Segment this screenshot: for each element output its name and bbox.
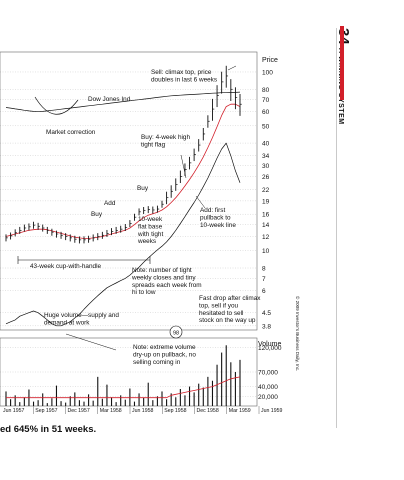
price-tick-label: 16 [262,212,270,219]
x-tick-label: Sep 1957 [35,408,57,414]
copyright-notice: © 2009 Investor's Business Daily, Inc. [295,296,300,372]
volume-tick-label: 70,000 [258,370,278,377]
moving-average-layer [5,103,241,239]
volume-panel-border [0,337,258,407]
x-tick-label: Jun 1958 [132,408,153,414]
relative-strength-line [5,142,241,327]
volume-average-layer [6,376,241,399]
annotation-huge: Huge volume—supply and demand at work [44,312,119,326]
price-tick-label: 3.8 [262,323,271,330]
price-tick-label: 22 [262,187,270,194]
annotation-dow: Dow Jones Ind. [88,96,132,103]
rating-badge: 98 [169,325,183,339]
price-tick-label: 19 [262,198,270,205]
x-tick-label: Mar 1958 [100,408,122,414]
annotation-flatbase: 10-week flat base with tight weeks [137,216,163,245]
annotation-tight: Note: number of tight weekly closes and t… [131,267,202,296]
price-tick-label: 30 [262,163,270,170]
relative-strength-layer [5,142,241,327]
annotation-cup: 43-week cup-with-handle [30,263,101,270]
flag-pointer [180,154,187,179]
price-tick-label: 40 [262,141,270,148]
price-tick-label: 100 [262,69,273,76]
correction-arc [34,96,79,115]
rating-badge-circle [169,325,183,339]
price-tick-label: 8 [262,266,266,273]
annotation-add1: Add [104,200,116,207]
price-tick-label: 4.5 [262,310,271,317]
x-tick-label: Dec 1958 [197,408,219,414]
price-tick-label: 14 [262,222,270,229]
volume-pointer [65,333,117,351]
moving-average-line [5,103,241,239]
annotation-dryup: Note: extreme volume dry-up on pullback, … [133,344,196,366]
annotation-climax: Sell: climax top, price doubles in last 6… [151,69,217,83]
x-tick-label: Sep 1958 [164,408,186,414]
annotations-layer: Sell: climax top, price doubles in last 6… [17,65,261,366]
x-tick-label: Jun 1957 [3,408,24,414]
price-tick-label: 34 [262,153,270,160]
accent-tab [340,26,344,100]
price-panel-border [0,51,258,331]
annotation-flag: Buy: 4-week high tight flag [141,134,190,148]
climax-pointer [227,65,237,71]
volume-axis-title: Volume [258,341,281,348]
price-tick-label: 50 [262,123,270,130]
price-tick-label: 70 [262,97,270,104]
volume-average-line [6,376,241,399]
x-tick-label: Mar 1959 [229,408,251,414]
price-tick-label: 10 [262,248,270,255]
price-tick-label: 6 [262,288,266,295]
price-tick-label: 80 [262,87,270,94]
price-tick-label: 26 [262,174,270,181]
price-grid [0,71,257,327]
volume-grid [0,347,257,397]
annotation-buy3: Buy [137,185,149,192]
dow-jones-line-layer [5,91,241,113]
figure-caption: ed 645% in 51 weeks. [0,424,97,435]
rating-badge-value: 98 [173,331,179,337]
volume-tick-label: 40,000 [258,384,278,391]
price-bars-layer [5,65,242,244]
price-axis-title: Price [262,57,278,64]
x-tick-label: Dec 1957 [68,408,90,414]
price-tick-label: 12 [262,234,270,241]
volume-bars-layer [5,345,241,406]
annotation-correction: Market correction [46,129,96,136]
volume-tick-label: 120,000 [258,345,282,352]
annotation-buy1: Buy [91,211,103,218]
volume-tick-label: 20,000 [258,394,278,401]
page-rule [336,28,337,428]
add-pointer [195,195,206,209]
x-tick-label: Jun 1959 [261,408,282,414]
annotation-drop: Fast drop after climax top, sell if you he… [199,295,261,324]
chart-frame [0,51,258,407]
annotation-add2: Add: first pullback to 10-week line [200,207,236,229]
price-tick-label: 7 [262,276,266,283]
axis-ticks-layer: 3.8 4.5 6 7 8 10 12 14 16 19 22 26 30 34 40 50 60 70 80 100… [3,69,282,414]
dow-jones-line [5,91,241,113]
price-tick-label: 60 [262,109,270,116]
